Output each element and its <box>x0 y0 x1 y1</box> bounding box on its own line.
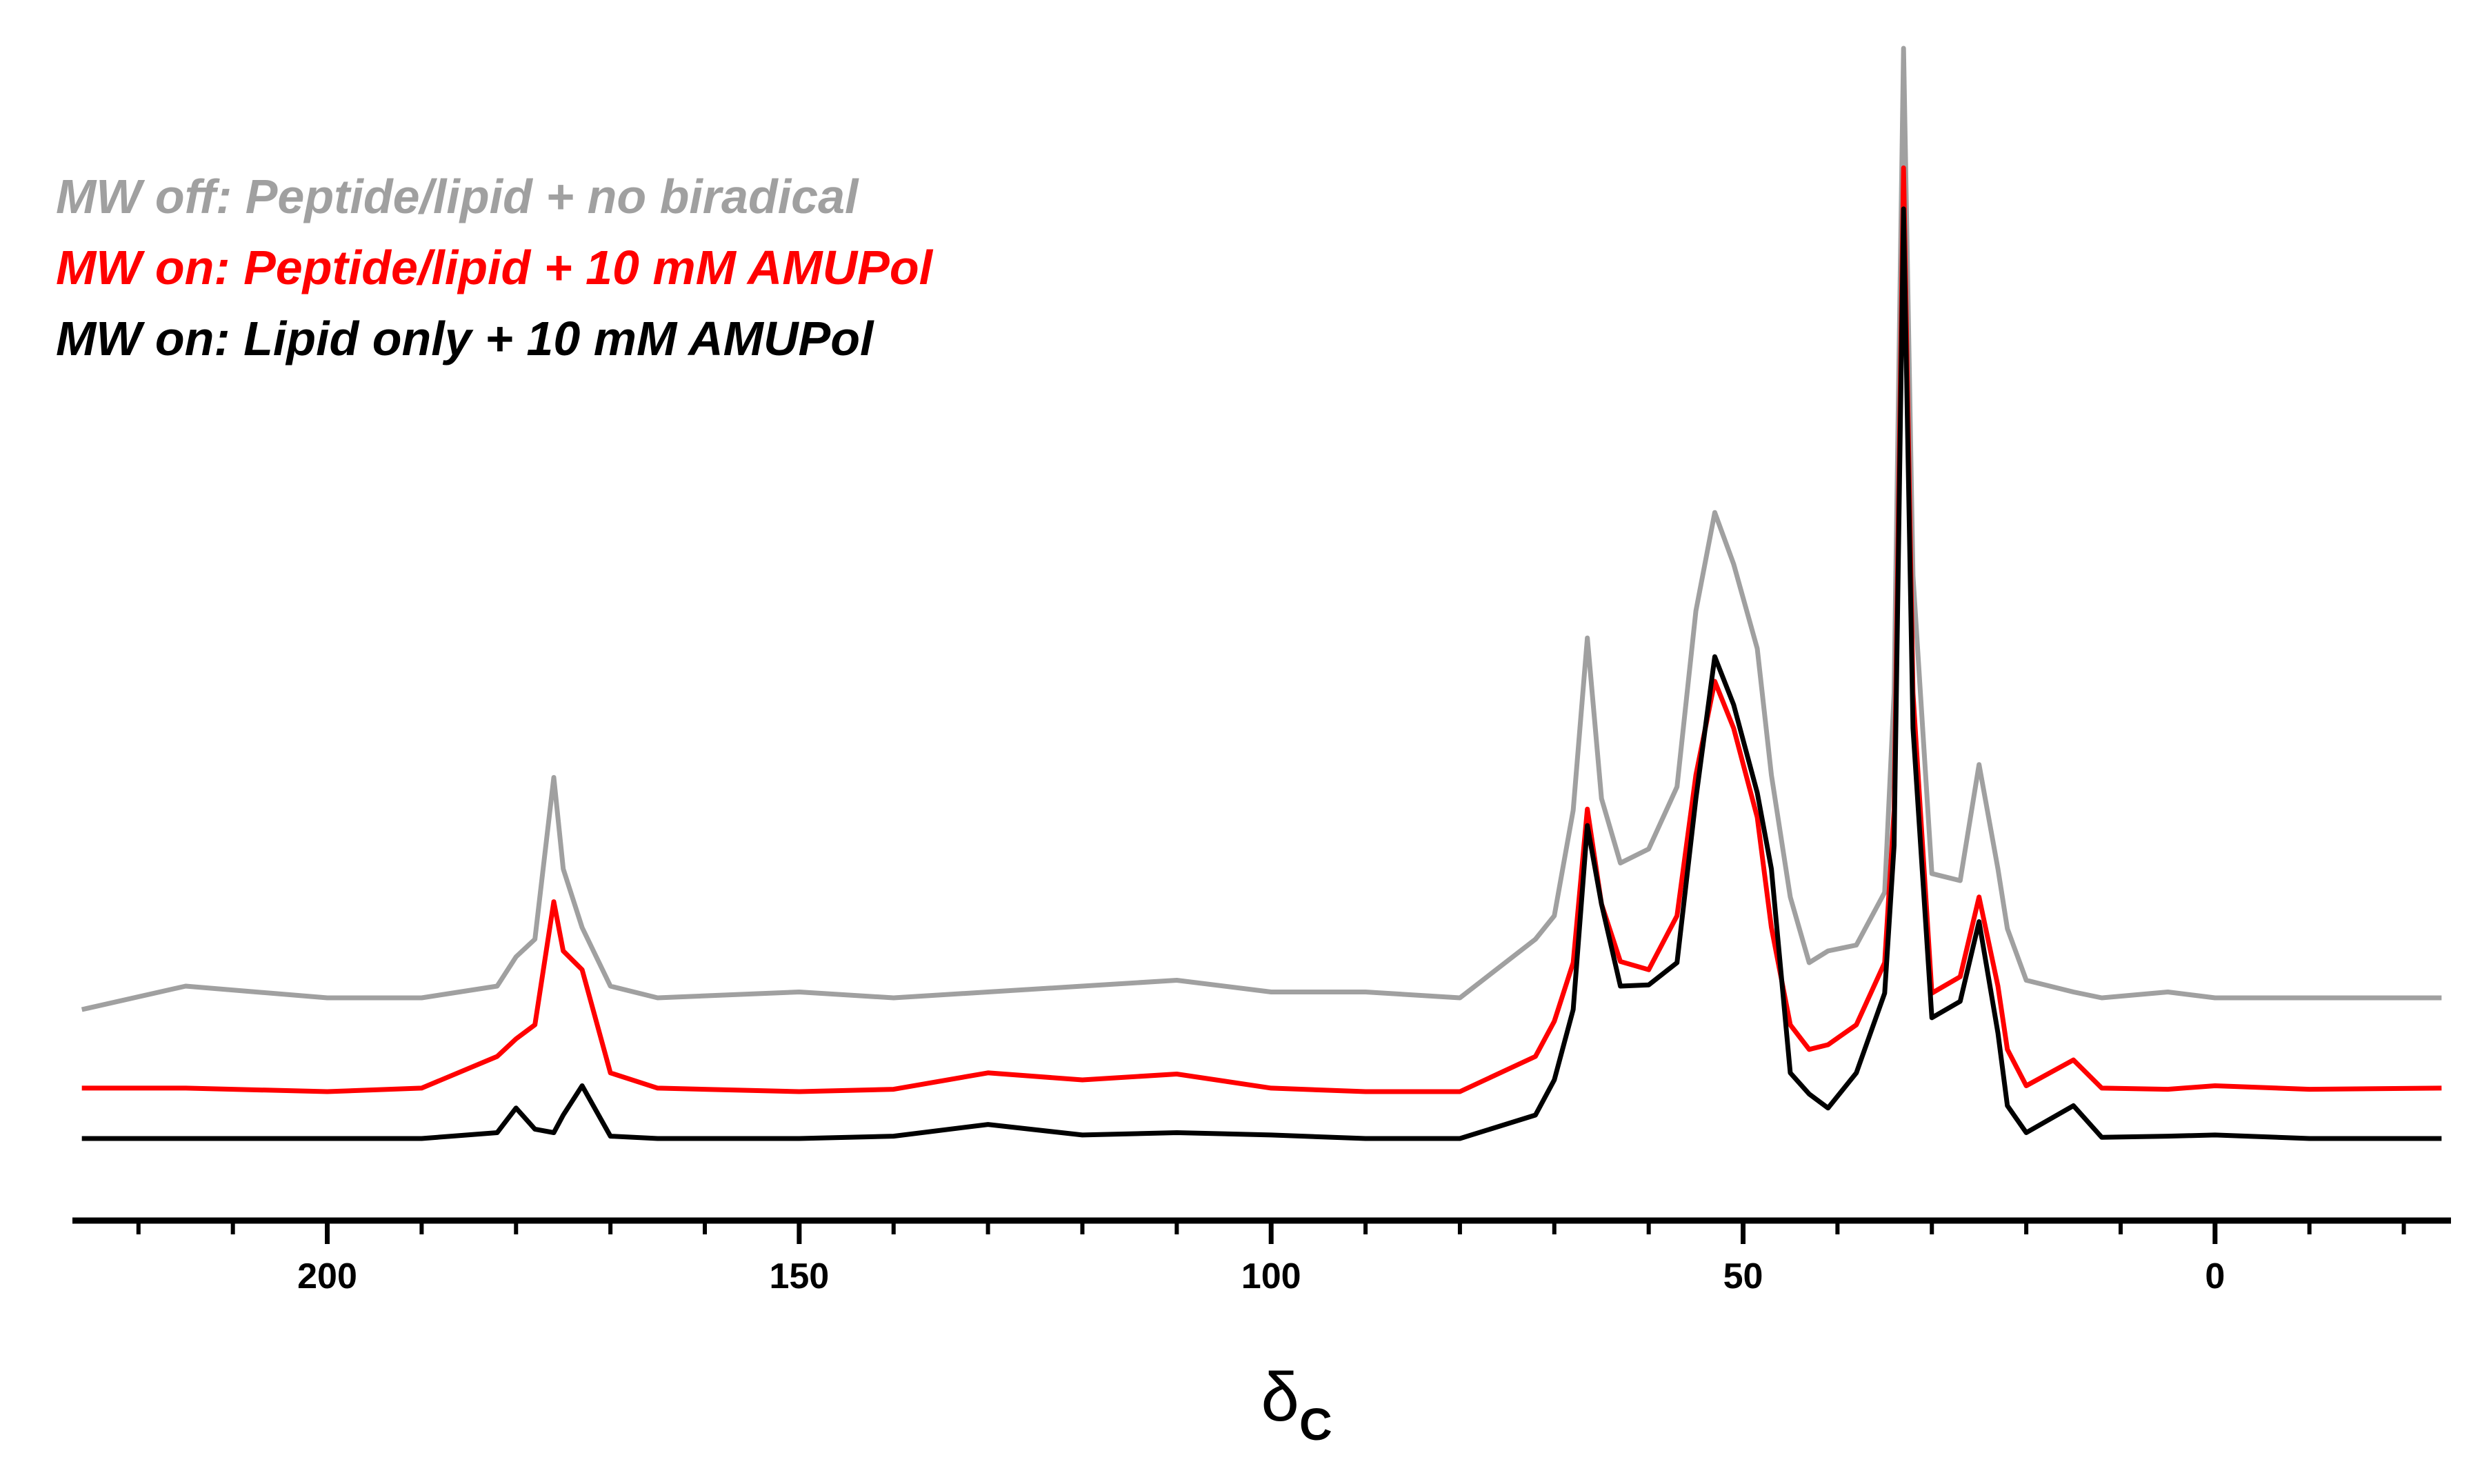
spectrum-line <box>81 165 2442 1094</box>
x-axis-label-sub: C <box>1299 1398 1332 1450</box>
legend-entry: MW on: Peptide/lipid + 10 mM AMUPol <box>56 241 934 294</box>
x-axis-label: δC <box>1261 1358 1332 1450</box>
x-tick-label: 0 <box>2205 1256 2225 1296</box>
x-tick-label: 150 <box>769 1256 829 1296</box>
spectrum-line <box>81 206 2442 1141</box>
x-tick-label: 100 <box>1241 1256 1301 1296</box>
legend-entry: MW off: Peptide/lipid + no biradical <box>56 170 859 223</box>
spectrum-line <box>81 46 2442 1012</box>
x-axis-label-main: δ <box>1261 1358 1299 1436</box>
x-tick-label: 200 <box>297 1256 357 1296</box>
legend-entry: MW on: Lipid only + 10 mM AMUPol <box>56 312 874 365</box>
x-tick-label: 50 <box>1723 1256 1763 1296</box>
